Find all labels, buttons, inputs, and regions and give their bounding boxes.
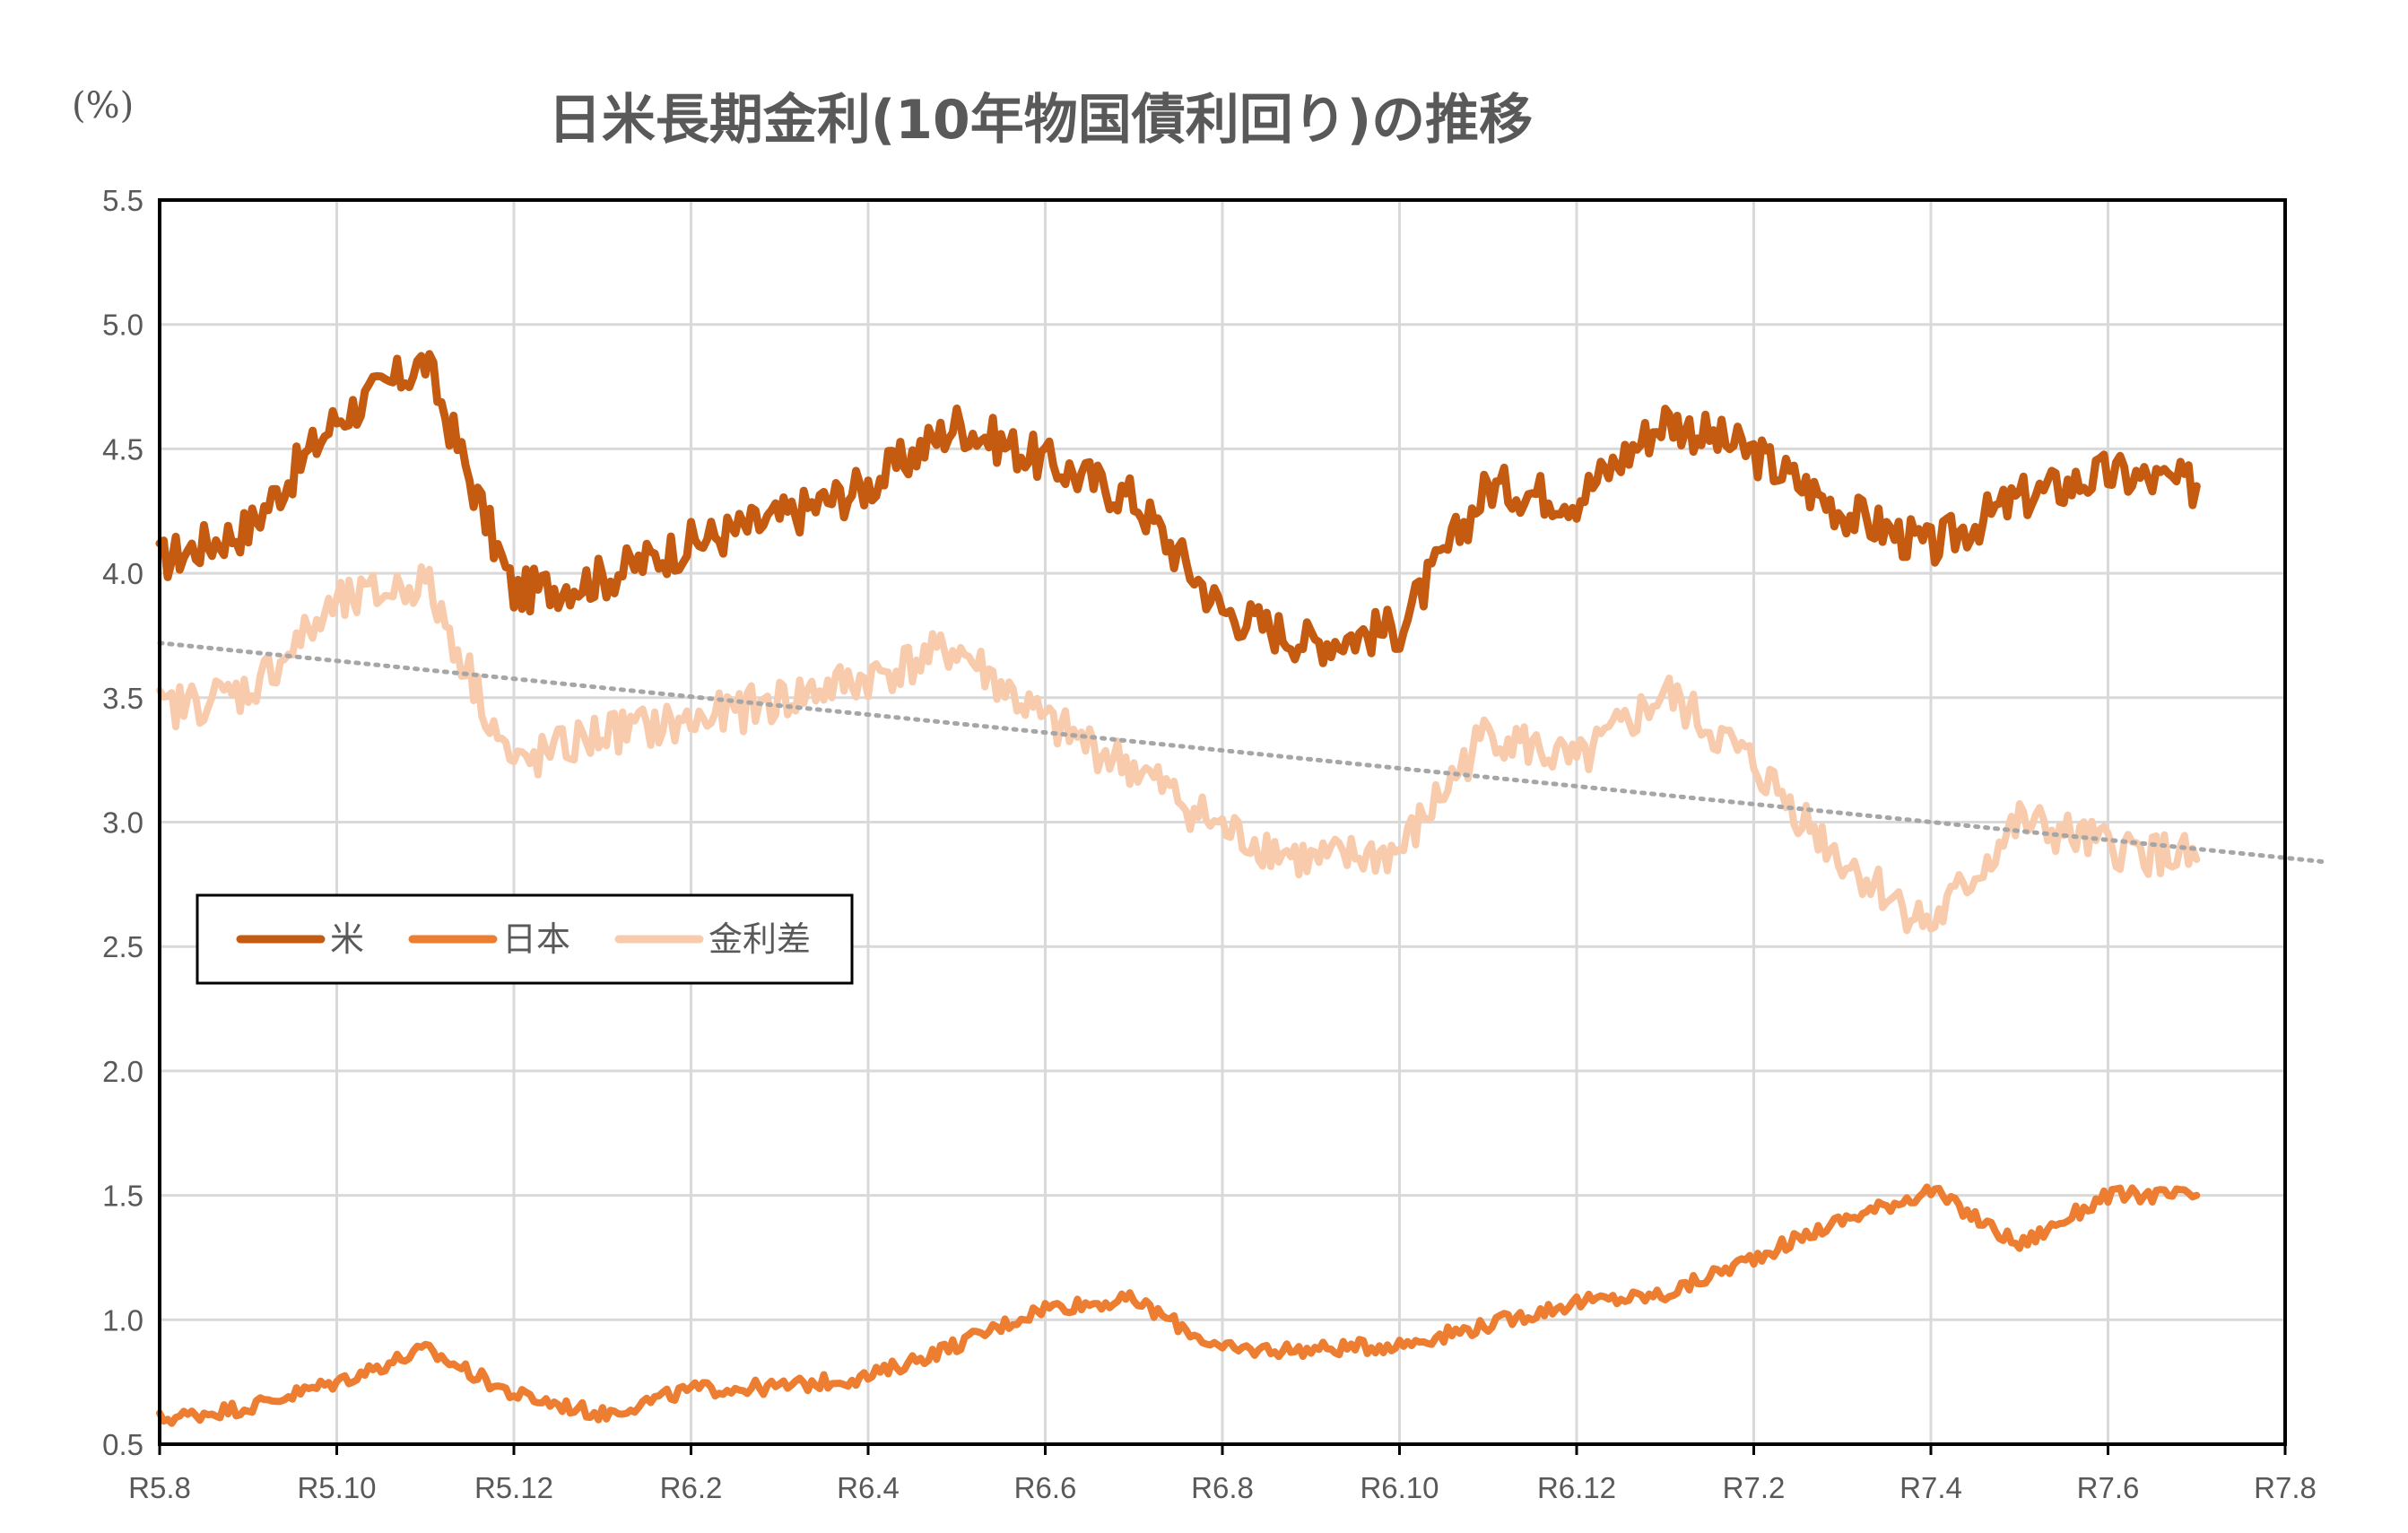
x-tick-label: R6.4 [837, 1471, 900, 1504]
series-line-japan [156, 1183, 2201, 1427]
legend-label: 日本 [502, 919, 570, 959]
y-tick-label: 2.5 [102, 930, 143, 963]
plot-area-border [158, 198, 2287, 1446]
x-tick-label: R6.10 [1360, 1471, 1439, 1504]
x-tick-label: R7.2 [1723, 1471, 1786, 1504]
y-tick-label: 5.0 [102, 309, 143, 342]
y-tick-label: 1.0 [102, 1303, 143, 1337]
legend: 米 日本 金利差 [196, 893, 854, 985]
x-tick-label: R5.10 [297, 1471, 376, 1504]
y-tick-label: 4.5 [102, 432, 143, 466]
y-tick-label: 0.5 [102, 1428, 143, 1461]
x-tick-label: R7.4 [1899, 1471, 1962, 1504]
x-tick-label: R6.6 [1014, 1471, 1077, 1504]
x-tick-label: R5.8 [128, 1471, 191, 1504]
legend-label: 金利差 [708, 919, 811, 959]
series-lines [155, 350, 2328, 1427]
y-tick-label: 2.0 [102, 1055, 143, 1088]
x-tick-label: R7.8 [2254, 1471, 2317, 1504]
y-tick-label: 5.5 [102, 184, 143, 217]
y-axis-unit: (%) [72, 85, 135, 126]
chart-title: 日米長期金利(10年物国債利回り)の推移 [547, 89, 1534, 152]
x-tick-label: R6.12 [1537, 1471, 1616, 1504]
x-tick-label: R6.8 [1191, 1471, 1254, 1504]
axis-ticks: 5.5 5.0 4.5 4.0 3.5 3.0 2.5 2.0 1.5 1.0 0.5 R5.8 R5.… [102, 184, 2317, 1504]
y-tick-label: 4.0 [102, 557, 143, 590]
series-line-us [155, 350, 2201, 667]
x-tick-label: R6.2 [660, 1471, 723, 1504]
y-tick-label: 3.0 [102, 806, 143, 840]
legend-label: 米 [330, 919, 364, 959]
y-tick-label: 1.5 [102, 1180, 143, 1213]
x-tick-label: R7.6 [2077, 1471, 2140, 1504]
x-tick-label: R5.12 [474, 1471, 553, 1504]
series-line-spread [156, 563, 2201, 935]
spread-trendline [157, 640, 2328, 865]
y-tick-label: 3.5 [102, 682, 143, 715]
